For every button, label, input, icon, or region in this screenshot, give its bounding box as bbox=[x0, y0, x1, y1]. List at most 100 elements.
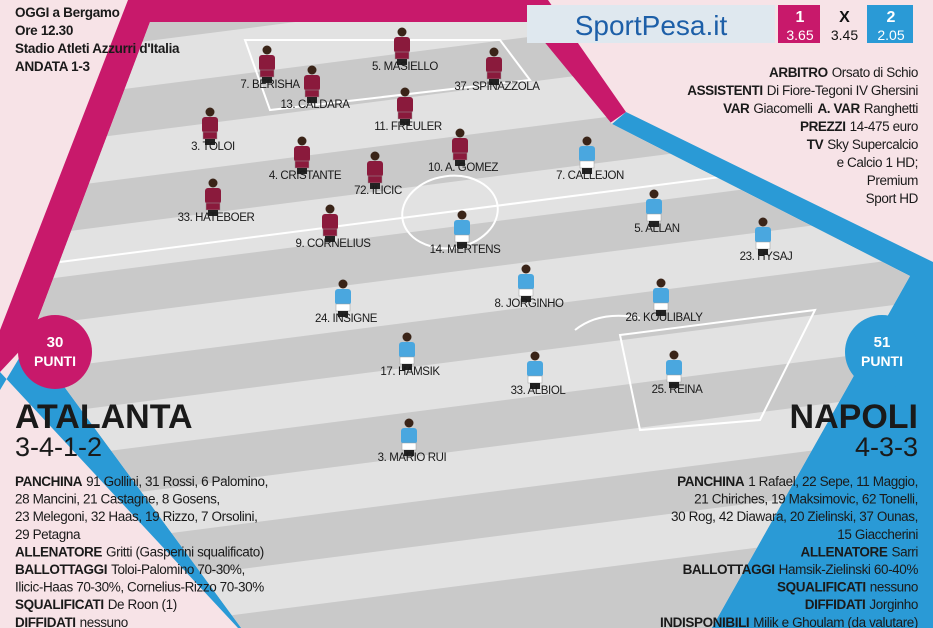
player: 33. ALBIOL bbox=[511, 351, 567, 397]
info-line: DIFFIDATI nessuno bbox=[15, 615, 128, 628]
info-text: Orsato di Schio bbox=[832, 65, 918, 80]
player-name: 9. CORNELIUS bbox=[295, 238, 371, 250]
player: 23. HYSAJ bbox=[740, 217, 793, 263]
player-name: 33. HATEBOER bbox=[178, 212, 255, 224]
player: 72. ILICIC bbox=[354, 151, 402, 197]
player-head bbox=[656, 278, 666, 288]
player-shirt bbox=[527, 361, 543, 377]
player-shirt bbox=[518, 274, 534, 290]
player-name: 3. TOLOI bbox=[191, 141, 235, 153]
info-text: 15 Giaccherini bbox=[837, 527, 918, 542]
player-head bbox=[297, 136, 307, 146]
info-line: ARBITRO Orsato di Schio bbox=[769, 65, 918, 80]
player-legs bbox=[582, 168, 592, 174]
points-label: PUNTI bbox=[861, 353, 903, 369]
player-shorts bbox=[452, 152, 468, 161]
info-label: PREZZI bbox=[800, 119, 846, 134]
player-legs bbox=[325, 236, 335, 242]
player-shirt bbox=[322, 214, 338, 230]
stripe bbox=[30, 390, 910, 555]
info-text: nessuno bbox=[80, 615, 128, 628]
player-shorts bbox=[394, 51, 410, 60]
info-label: PANCHINA bbox=[677, 474, 745, 489]
player-head bbox=[262, 45, 272, 55]
points-value: 30 bbox=[47, 334, 64, 351]
player-head bbox=[649, 189, 659, 199]
player-name: 26. KOULIBALY bbox=[625, 312, 703, 324]
info-text: Ranghetti bbox=[864, 101, 919, 116]
info-label: BALLOTTAGGI bbox=[683, 562, 775, 577]
info-text: Toloi-Palomino 70-30%, bbox=[111, 562, 245, 577]
info-label: DIFFIDATI bbox=[15, 615, 76, 628]
player-name: 13. CALDARA bbox=[280, 99, 350, 111]
match-info: OGGI a Bergamo bbox=[15, 5, 120, 20]
info-line: ALLENATORE Gritti (Gasperini squalificato… bbox=[15, 544, 264, 559]
player: 5. ALLAN bbox=[634, 189, 680, 235]
player-shorts bbox=[486, 71, 502, 80]
players: 7. BERISHA 5. MASIELLO 13. CALDARA 37. SPIN… bbox=[178, 27, 793, 464]
player-shirt bbox=[304, 75, 320, 91]
info-label: BALLOTTAGGI bbox=[15, 562, 107, 577]
info-line: PANCHINA 1 Rafael, 22 Sepe, 11 Maggio, bbox=[677, 474, 918, 489]
info-line: 30 Rog, 42 Diawara, 20 Zielinski, 37 Oun… bbox=[671, 509, 918, 524]
info-line: 28 Mancini, 21 Castagne, 8 Gosens, bbox=[15, 492, 220, 507]
info-line: 29 Petagna bbox=[15, 527, 81, 542]
info-label: INDISPONIBILI bbox=[660, 615, 749, 628]
player-name: 7. CALLEJON bbox=[556, 170, 624, 182]
player-shorts bbox=[304, 89, 320, 98]
odds-cell bbox=[822, 5, 865, 43]
player-shorts bbox=[454, 234, 470, 243]
player-shirt bbox=[259, 55, 275, 71]
info-line: Ilicic-Haas 70-30%, Cornelius-Rizzo 70-3… bbox=[15, 580, 264, 595]
player-legs bbox=[521, 296, 531, 302]
player-head bbox=[338, 279, 348, 289]
player-shorts bbox=[259, 69, 275, 78]
player-head bbox=[669, 350, 679, 360]
player-name: 24. INSIGNE bbox=[315, 313, 378, 325]
player-shorts bbox=[399, 356, 415, 365]
player-shirt bbox=[401, 428, 417, 444]
info-label: SQUALIFICATI bbox=[15, 597, 104, 612]
info-line: 23 Melegoni, 32 Haas, 19 Rizzo, 7 Orsoli… bbox=[15, 509, 257, 524]
info-text: Milik e Ghoulam (da valutare) bbox=[753, 615, 918, 628]
player-name: 7. BERISHA bbox=[240, 79, 300, 91]
player-legs bbox=[205, 139, 215, 145]
player-head bbox=[530, 351, 540, 361]
player-head bbox=[397, 27, 407, 37]
player-legs bbox=[530, 383, 540, 389]
info-text: 29 Petagna bbox=[15, 527, 81, 542]
player-head bbox=[455, 128, 465, 138]
player-legs bbox=[262, 77, 272, 83]
player-head bbox=[325, 204, 335, 214]
info-text: Hamsik-Zielinski 60-40% bbox=[779, 562, 919, 577]
info-label: SQUALIFICATI bbox=[777, 580, 866, 595]
info-text: De Roon (1) bbox=[108, 597, 177, 612]
odds: 13.65 X3.45 22.05 bbox=[778, 5, 913, 43]
player-shorts bbox=[322, 228, 338, 237]
player-shirt bbox=[452, 138, 468, 154]
player-head bbox=[402, 332, 412, 342]
player-name: 5. MASIELLO bbox=[372, 61, 438, 73]
info-text: Sport HD bbox=[866, 191, 919, 206]
info-line: SQUALIFICATI De Roon (1) bbox=[15, 597, 177, 612]
player-head bbox=[582, 136, 592, 146]
match-info: Ore 12.30 bbox=[15, 23, 73, 38]
player-head bbox=[208, 178, 218, 188]
player-shorts bbox=[646, 213, 662, 222]
info-line: TV Sky Supercalcio bbox=[807, 137, 918, 152]
odds-value: 2.05 bbox=[877, 27, 904, 43]
info-line: BALLOTTAGGI Toloi-Palomino 70-30%, bbox=[15, 562, 245, 577]
info-label: ARBITRO bbox=[769, 65, 828, 80]
team-name: NAPOLI bbox=[790, 398, 918, 436]
player-head bbox=[521, 264, 531, 274]
player-shirt bbox=[335, 289, 351, 305]
info-label: PANCHINA bbox=[15, 474, 83, 489]
player-shirt bbox=[294, 146, 310, 162]
texts: OGGI a Bergamo Ore 12.30 Stadio Atleti Azz… bbox=[15, 5, 919, 628]
info-line: Sport HD bbox=[866, 191, 919, 206]
odds-brand: SportPesa.it bbox=[575, 10, 728, 41]
pitch-lines bbox=[59, 39, 817, 432]
player: 17. HAMSIK bbox=[380, 332, 441, 378]
stripe bbox=[30, 300, 910, 465]
player: 7. CALLEJON bbox=[556, 136, 624, 182]
